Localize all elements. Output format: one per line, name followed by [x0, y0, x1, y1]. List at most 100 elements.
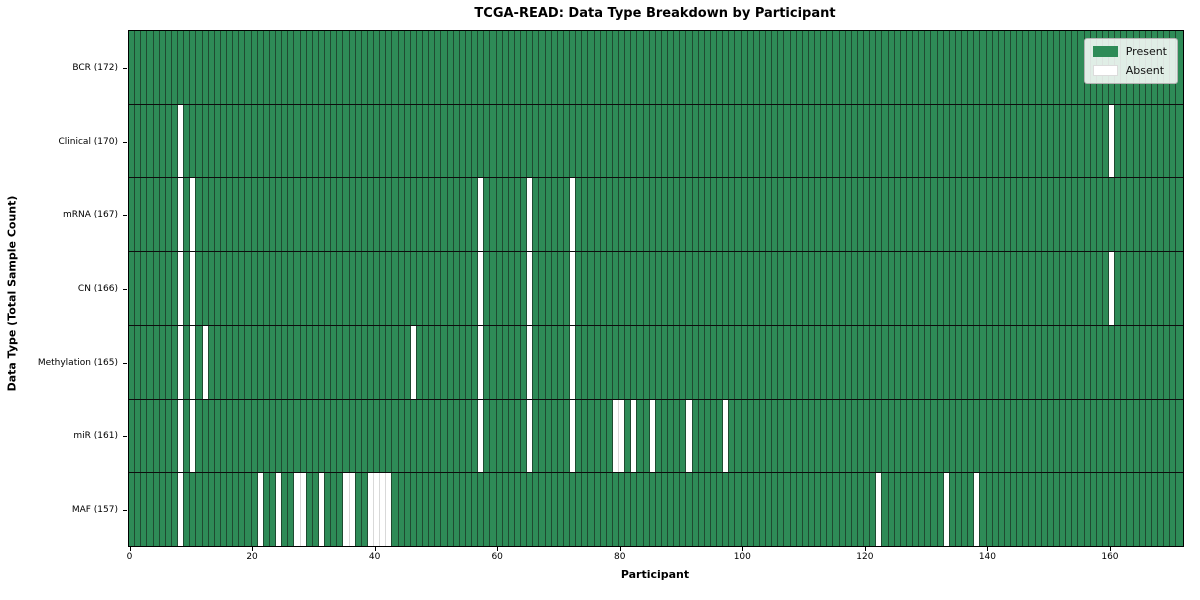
heatmap-cell	[1121, 178, 1128, 252]
heatmap-cell	[141, 252, 148, 325]
heatmap-cell	[980, 325, 987, 399]
heatmap-cell	[171, 252, 178, 325]
heatmap-cell	[233, 473, 240, 547]
heatmap-cell	[723, 399, 730, 473]
heatmap-cell	[441, 31, 448, 104]
heatmap-cell	[318, 31, 325, 104]
heatmap-cell	[766, 399, 773, 473]
heatmap-cell	[410, 252, 417, 325]
heatmap-cell	[919, 473, 926, 547]
heatmap-cell	[778, 473, 785, 547]
heatmap-cell	[698, 252, 705, 325]
heatmap-cell	[625, 399, 632, 473]
heatmap-cell	[557, 252, 564, 325]
heatmap-cell	[257, 325, 264, 399]
heatmap-cell	[1084, 178, 1091, 252]
heatmap-cell	[233, 399, 240, 473]
heatmap-cell	[563, 178, 570, 252]
heatmap-cell	[1090, 252, 1097, 325]
heatmap-cell	[508, 31, 515, 104]
heatmap-cell	[710, 178, 717, 252]
heatmap-cell	[962, 325, 969, 399]
heatmap-cell	[178, 399, 185, 473]
heatmap-cell	[606, 325, 613, 399]
heatmap-cell	[159, 31, 166, 104]
heatmap-cell	[416, 473, 423, 547]
heatmap-cell	[802, 325, 809, 399]
heatmap-cell	[208, 31, 215, 104]
heatmap-cell	[245, 325, 252, 399]
heatmap-cell	[325, 178, 332, 252]
heatmap-cell	[796, 252, 803, 325]
heatmap-cell	[343, 252, 350, 325]
heatmap-cell	[135, 325, 142, 399]
heatmap-cell	[1096, 399, 1103, 473]
heatmap-cell	[992, 399, 999, 473]
heatmap-cell	[337, 252, 344, 325]
heatmap-cell	[312, 104, 319, 178]
heatmap-cell	[1072, 104, 1079, 178]
heatmap-cell	[698, 399, 705, 473]
heatmap-cell	[306, 325, 313, 399]
heatmap-cell	[637, 473, 644, 547]
heatmap-cell	[949, 104, 956, 178]
heatmap-cell	[619, 104, 626, 178]
heatmap-cell	[563, 473, 570, 547]
heatmap-cell	[888, 31, 895, 104]
heatmap-cell	[459, 399, 466, 473]
heatmap-cell	[576, 252, 583, 325]
heatmap-cell	[821, 178, 828, 252]
heatmap-cell	[668, 399, 675, 473]
heatmap-cell	[251, 473, 258, 547]
heatmap-cell	[502, 178, 509, 252]
heatmap-cell	[759, 252, 766, 325]
heatmap-cell	[1121, 325, 1128, 399]
heatmap-cell	[661, 178, 668, 252]
heatmap-cell	[294, 325, 301, 399]
heatmap-cell	[680, 252, 687, 325]
heatmap-cell	[851, 104, 858, 178]
heatmap-cell	[539, 473, 546, 547]
heatmap-cell	[619, 252, 626, 325]
heatmap-cell	[894, 399, 901, 473]
heatmap-cell	[955, 178, 962, 252]
heatmap-cell	[570, 31, 577, 104]
y-tick-mark	[123, 436, 127, 438]
heatmap-cell	[588, 178, 595, 252]
heatmap-cell	[398, 252, 405, 325]
heatmap-cell	[190, 325, 197, 399]
heatmap-cell	[355, 325, 362, 399]
heatmap-cell	[1133, 104, 1140, 178]
heatmap-cell	[239, 399, 246, 473]
heatmap-cell	[790, 31, 797, 104]
heatmap-cell	[233, 31, 240, 104]
heatmap-cell	[1115, 252, 1122, 325]
heatmap-cell	[1035, 31, 1042, 104]
heatmap-cell	[551, 104, 558, 178]
heatmap-cell	[686, 399, 693, 473]
heatmap-cell	[300, 252, 307, 325]
heatmap-cell	[735, 178, 742, 252]
heatmap-cell	[643, 252, 650, 325]
y-tick-mark	[123, 289, 127, 290]
heatmap-cell	[1109, 104, 1116, 178]
heatmap-cell	[1017, 473, 1024, 547]
heatmap-cell	[753, 178, 760, 252]
heatmap-cell	[1017, 104, 1024, 178]
heatmap-cell	[582, 31, 589, 104]
heatmap-cell	[606, 252, 613, 325]
heatmap-cell	[735, 473, 742, 547]
heatmap-cell	[404, 325, 411, 399]
heatmap-cell	[570, 399, 577, 473]
heatmap-cell	[563, 399, 570, 473]
heatmap-cell	[631, 252, 638, 325]
heatmap-cell	[962, 252, 969, 325]
heatmap-cell	[1029, 399, 1036, 473]
heatmap-cell	[1158, 473, 1165, 547]
heatmap-cell	[533, 104, 540, 178]
heatmap-cell	[643, 399, 650, 473]
heatmap-cell	[857, 178, 864, 252]
heatmap-cell	[233, 325, 240, 399]
heatmap-cell	[606, 399, 613, 473]
